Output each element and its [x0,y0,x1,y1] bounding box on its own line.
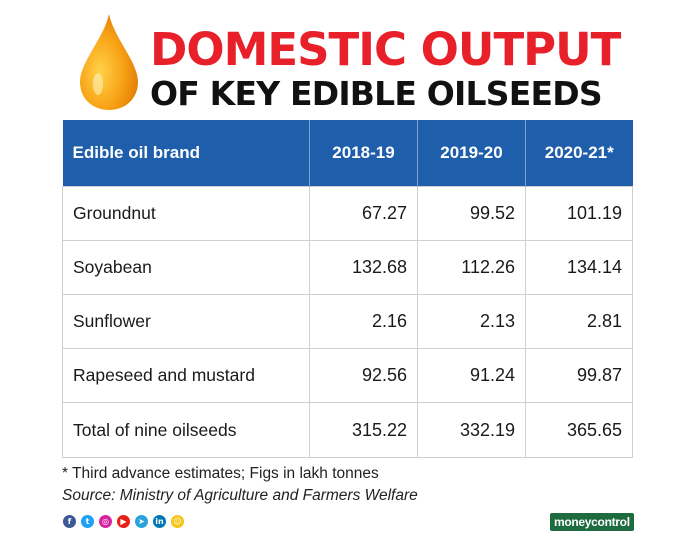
footnote: * Third advance estimates; Figs in lakh … [62,465,379,482]
value-cell: 92.56 [309,348,418,403]
value-cell: 332.19 [417,402,526,458]
snapchat-icon[interactable]: ☺ [171,515,184,528]
row-label: Sunflower [62,294,310,349]
value-cell: 101.19 [525,186,633,241]
table-row: Total of nine oilseeds 315.22 332.19 365.65 [62,402,633,458]
telegram-icon[interactable]: ➤ [135,515,148,528]
brand-logo: moneycontrol [550,513,634,531]
row-label: Groundnut [62,186,310,241]
value-cell: 134.14 [525,240,633,295]
table-header-row: Edible oil brand 2018-19 2019-20 2020-21* [62,120,633,187]
value-cell: 99.87 [525,348,633,403]
value-cell: 2.13 [417,294,526,349]
title-line-1: DOMESTIC OUTPUT [150,23,621,76]
value-cell: 365.65 [525,402,633,458]
value-cell: 2.81 [525,294,633,349]
value-cell: 132.68 [309,240,418,295]
linkedin-icon[interactable]: in [153,515,166,528]
row-label: Rapeseed and mustard [62,348,310,403]
oil-drop-icon [80,14,138,110]
youtube-icon[interactable]: ▶ [117,515,130,528]
value-cell: 112.26 [417,240,526,295]
value-cell: 315.22 [309,402,418,458]
table-row: Sunflower 2.16 2.13 2.81 [62,294,633,349]
column-header-brand: Edible oil brand [62,120,310,187]
column-header-year: 2019-20 [417,120,526,187]
header: DOMESTIC OUTPUT OF KEY EDIBLE OILSEEDS [0,0,700,112]
value-cell: 2.16 [309,294,418,349]
source-note: Source: Ministry of Agriculture and Farm… [62,487,418,504]
facebook-icon[interactable]: f [63,515,76,528]
value-cell: 99.52 [417,186,526,241]
column-header-year: 2018-19 [309,120,418,187]
oilseed-output-table: Edible oil brand 2018-19 2019-20 2020-21* G… [62,120,633,458]
social-icons: f t ◎ ▶ ➤ in ☺ [63,515,184,528]
table-row: Groundnut 67.27 99.52 101.19 [62,186,633,241]
row-label: Total of nine oilseeds [62,402,310,458]
column-header-year: 2020-21* [525,120,633,187]
twitter-icon[interactable]: t [81,515,94,528]
value-cell: 67.27 [309,186,418,241]
table-row: Rapeseed and mustard 92.56 91.24 99.87 [62,348,633,403]
row-label: Soyabean [62,240,310,295]
value-cell: 91.24 [417,348,526,403]
title-line-2: OF KEY EDIBLE OILSEEDS [150,74,603,113]
instagram-icon[interactable]: ◎ [99,515,112,528]
table-row: Soyabean 132.68 112.26 134.14 [62,240,633,295]
